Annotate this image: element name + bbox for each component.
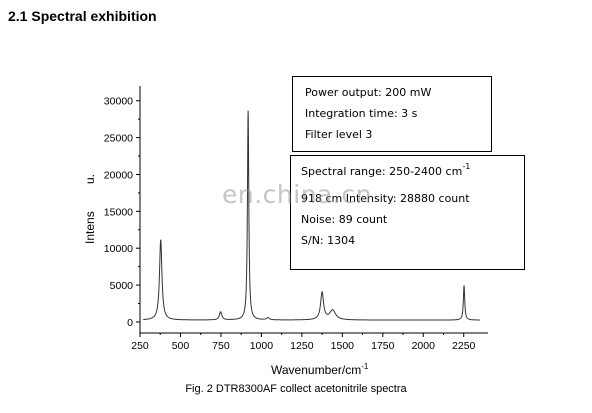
y-tick-label: 10000 xyxy=(104,243,133,255)
y-axis-title: Intens xyxy=(83,211,97,244)
section-heading: 2.1 Spectral exhibition xyxy=(8,8,157,24)
x-tick-label: 750 xyxy=(212,340,230,352)
x-tick-label: 1500 xyxy=(331,340,355,352)
x-tick-label: 1000 xyxy=(250,340,274,352)
x-tick-label: 2250 xyxy=(452,340,476,352)
series-line-spectrum xyxy=(143,110,480,321)
results-annotation-box: Spectral range: 250-2400 cm-1 918 cm Int… xyxy=(290,155,525,270)
noise-text: Noise: 89 count xyxy=(301,213,388,226)
x-tick-label: 1750 xyxy=(371,340,395,352)
x-axis-title: Wavenumber/cm-1 xyxy=(271,362,369,377)
x-tick-label: 2000 xyxy=(412,340,436,352)
chart-ticks xyxy=(136,100,465,337)
y-tick-label: 25000 xyxy=(104,133,133,145)
filter-level-text: Filter level 3 xyxy=(305,128,373,141)
y-tick-label: 0 xyxy=(127,317,133,329)
watermark-text: en.china.cn xyxy=(222,180,372,209)
y-tick-label: 20000 xyxy=(104,169,133,181)
x-tick-label: 250 xyxy=(131,340,149,352)
spectral-range-text: Spectral range: 250-2400 cm-1 xyxy=(301,162,471,179)
signal-to-noise-text: S/N: 1304 xyxy=(301,234,356,247)
figure-caption: Fig. 2 DTR8300AF collect acetonitrile sp… xyxy=(185,383,407,395)
x-tick-label: 500 xyxy=(172,340,190,352)
chart-tick-labels: 250 500 750 1000 1250 1500 1750 2000 2250 0 5000 10… xyxy=(104,96,476,352)
y-axis-title-fragment: u. xyxy=(83,174,97,184)
integration-time-text: Integration time: 3 s xyxy=(305,107,418,120)
x-tick-label: 1250 xyxy=(290,340,314,352)
y-tick-label: 5000 xyxy=(110,280,134,292)
peak-intensity-text: 918 cm Intensity: 28880 count xyxy=(301,192,470,205)
power-output-text: Power output: 200 mW xyxy=(305,86,432,99)
chart-axes xyxy=(139,86,488,334)
y-tick-label: 30000 xyxy=(104,96,133,108)
settings-annotation-box: Power output: 200 mW Integration time: 3… xyxy=(292,76,492,152)
y-tick-label: 15000 xyxy=(104,206,133,218)
